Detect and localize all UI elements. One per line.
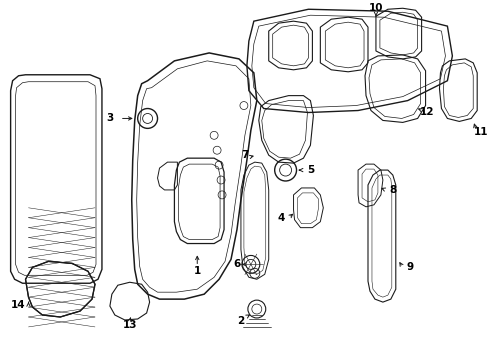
- Text: 12: 12: [420, 108, 434, 117]
- Text: 8: 8: [388, 185, 396, 195]
- Text: 4: 4: [277, 213, 285, 223]
- Text: 3: 3: [106, 113, 113, 123]
- Text: 7: 7: [241, 150, 248, 160]
- Text: 1: 1: [193, 266, 201, 276]
- Text: 2: 2: [237, 316, 244, 326]
- Text: 14: 14: [11, 300, 26, 310]
- Text: 6: 6: [233, 260, 240, 269]
- Text: 10: 10: [368, 3, 383, 13]
- Text: 5: 5: [306, 165, 313, 175]
- Text: 13: 13: [122, 320, 137, 330]
- Text: 9: 9: [406, 262, 412, 273]
- Text: 11: 11: [473, 127, 488, 138]
